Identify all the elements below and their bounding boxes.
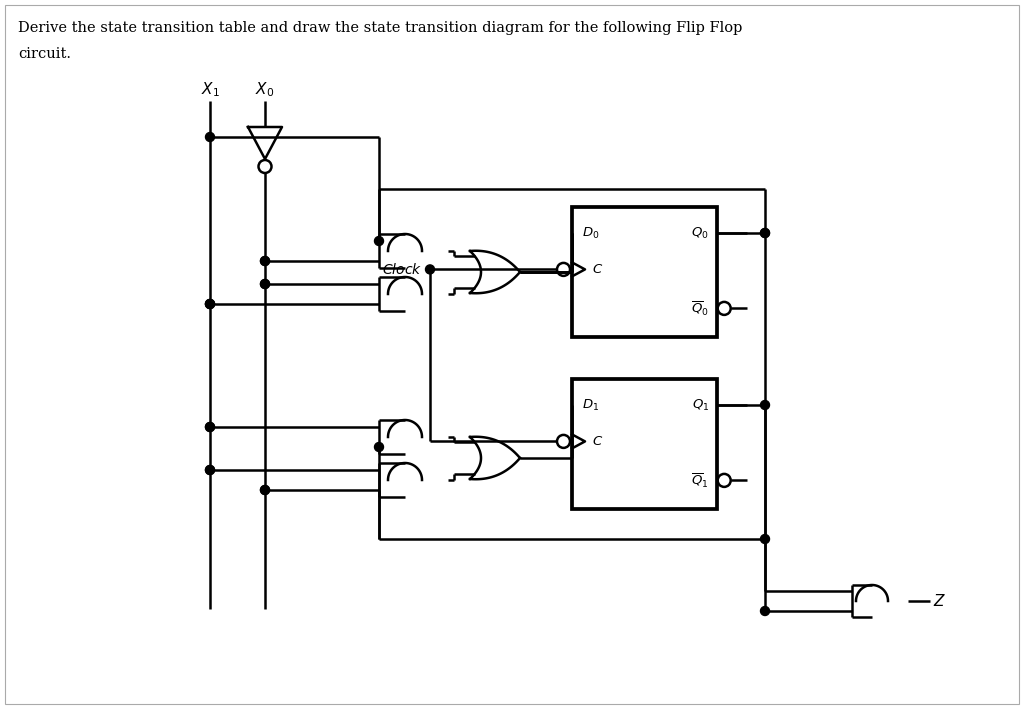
Text: $X_1$: $X_1$ [201, 80, 219, 99]
Bar [572, 207, 717, 337]
Circle shape [761, 401, 769, 410]
Circle shape [761, 228, 769, 238]
Text: $\it{Clock}$: $\it{Clock}$ [382, 262, 422, 277]
Text: $D_1$: $D_1$ [582, 398, 599, 413]
Text: $\overline{Q}_1$: $\overline{Q}_1$ [691, 471, 709, 490]
Circle shape [206, 299, 214, 308]
Circle shape [260, 486, 269, 494]
Circle shape [206, 299, 214, 308]
Text: $D_0$: $D_0$ [582, 225, 599, 240]
Circle shape [260, 486, 269, 494]
Circle shape [426, 265, 434, 274]
Circle shape [206, 466, 214, 474]
Text: $C$: $C$ [592, 263, 603, 276]
Text: $Q_0$: $Q_0$ [691, 225, 709, 240]
Text: circuit.: circuit. [18, 47, 71, 61]
Text: $\overline{Q}_0$: $\overline{Q}_0$ [691, 299, 709, 318]
Circle shape [375, 442, 384, 452]
Circle shape [260, 257, 269, 265]
Text: $C$: $C$ [592, 435, 603, 448]
Circle shape [761, 535, 769, 544]
Bar [572, 379, 717, 509]
Text: $Z$: $Z$ [933, 593, 946, 609]
Circle shape [260, 279, 269, 289]
Circle shape [206, 423, 214, 432]
Circle shape [206, 423, 214, 432]
Circle shape [761, 228, 769, 238]
Circle shape [260, 279, 269, 289]
Circle shape [206, 299, 214, 308]
Circle shape [375, 237, 384, 245]
Circle shape [260, 257, 269, 265]
Circle shape [206, 466, 214, 474]
Text: $Q_1$: $Q_1$ [691, 398, 709, 413]
Circle shape [761, 606, 769, 615]
Text: $X_0$: $X_0$ [255, 80, 274, 99]
Circle shape [206, 133, 214, 142]
Text: Derive the state transition table and draw the state transition diagram for the : Derive the state transition table and dr… [18, 21, 742, 35]
